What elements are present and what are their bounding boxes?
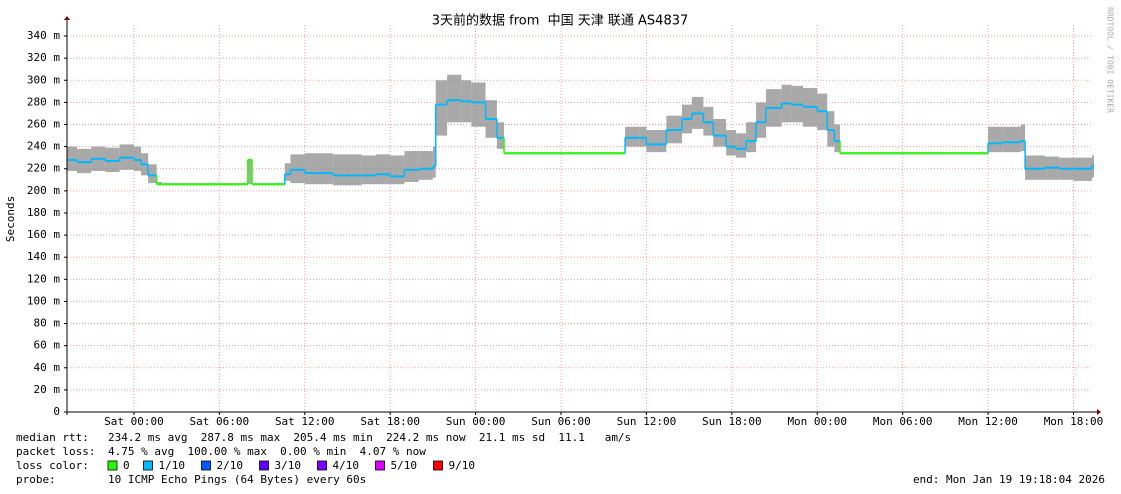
smoke — [1002, 126, 1021, 153]
smoke — [988, 126, 1003, 153]
stat-label: packet loss: — [16, 445, 95, 458]
smoke — [703, 106, 714, 136]
y-tick-label: 60 m — [34, 339, 61, 352]
y-tick-label: 0 — [53, 405, 60, 418]
y-tick-label: 320 m — [27, 51, 60, 64]
y-tick-label: 100 m — [27, 294, 60, 307]
smoke — [432, 146, 436, 178]
legend-label: 1/10 — [159, 459, 186, 472]
legend-swatch — [107, 460, 118, 471]
smoke — [67, 146, 77, 171]
legend-label: 9/10 — [449, 459, 476, 472]
smoke — [713, 118, 727, 147]
chart-title: 3天前的数据 from 中国 天津 联通 AS4837 — [432, 13, 689, 29]
legend-label: 4/10 — [333, 459, 360, 472]
y-tick-label: 80 m — [34, 317, 61, 330]
x-tick-label: Sat 12:00 — [275, 415, 335, 428]
smoke — [247, 158, 253, 185]
smoke — [639, 126, 647, 147]
x-tick-label: Sun 06:00 — [531, 415, 591, 428]
legend-swatch — [375, 460, 385, 471]
y-tick-label: 300 m — [27, 73, 60, 86]
y-tick-label: 140 m — [27, 250, 60, 263]
smoke — [746, 122, 757, 153]
smoke — [105, 147, 120, 173]
smoke — [496, 122, 505, 149]
smoke — [827, 111, 835, 147]
y-tick-label: 240 m — [27, 140, 60, 153]
x-tick-label: Sun 12:00 — [617, 415, 677, 428]
smoke — [375, 154, 391, 185]
y-tick-label: 200 m — [27, 184, 60, 197]
smoke — [625, 126, 640, 147]
y-tick-label: 340 m — [27, 29, 60, 42]
y-tick-label: 260 m — [27, 118, 60, 131]
legend-label: 3/10 — [275, 459, 302, 472]
smoke — [834, 124, 841, 153]
smoke — [447, 74, 462, 123]
stat-text: 4.75 % avg 100.00 % max 0.00 % min 4.07 … — [108, 445, 426, 458]
smoke — [756, 102, 766, 138]
legend-label: 5/10 — [391, 459, 418, 472]
smoke — [390, 155, 405, 185]
axis-arrow — [64, 16, 70, 20]
smoke — [304, 153, 334, 185]
smoke — [1020, 124, 1026, 152]
smoke — [404, 151, 419, 183]
y-tick-label: 180 m — [27, 206, 60, 219]
x-tick-label: Sat 06:00 — [190, 415, 250, 428]
smoke — [1092, 155, 1094, 178]
y-tick-label: 120 m — [27, 272, 60, 285]
stat-label: median rtt: — [16, 431, 89, 444]
smoke — [726, 130, 737, 156]
legend-swatch — [433, 460, 443, 471]
y-tick-label: 20 m — [34, 383, 61, 396]
axis-arrow — [1097, 409, 1101, 415]
watermark: RRDTOOL / TOBI OETIKER — [1106, 7, 1115, 113]
smoke — [76, 148, 92, 174]
y-axis-label: Seconds — [4, 196, 17, 242]
x-tick-label: Sun 18:00 — [702, 415, 762, 428]
smoke — [361, 155, 376, 185]
y-tick-label: 280 m — [27, 95, 60, 108]
probe-text: 10 ICMP Echo Pings (64 Bytes) every 60s — [108, 473, 366, 486]
legend-swatch — [259, 460, 269, 471]
x-tick-label: Mon 18:00 — [1044, 415, 1104, 428]
smoke — [148, 164, 157, 184]
smoke — [333, 154, 362, 186]
legend-label: 2/10 — [217, 459, 244, 472]
smoke — [1025, 155, 1046, 180]
smoke — [471, 82, 486, 127]
legend-swatch — [143, 460, 153, 471]
x-tick-label: Mon 00:00 — [787, 415, 847, 428]
smoke — [418, 151, 433, 180]
smoke — [290, 154, 305, 184]
x-tick-label: Sun 00:00 — [446, 415, 506, 428]
y-tick-label: 160 m — [27, 228, 60, 241]
smoke — [646, 130, 667, 153]
stat-text: 234.2 ms avg 287.8 ms max 205.4 ms min 2… — [108, 431, 631, 444]
smoke — [133, 146, 142, 171]
smoke — [284, 163, 291, 181]
loss-label: loss color: — [16, 459, 89, 472]
legend-swatch — [317, 460, 327, 471]
x-tick-label: Sat 00:00 — [104, 415, 164, 428]
smoke — [435, 80, 448, 136]
x-tick-label: Mon 06:00 — [873, 415, 933, 428]
x-tick-label: Sat 18:00 — [360, 415, 420, 428]
smoke — [736, 133, 747, 158]
x-tick-label: Mon 12:00 — [958, 415, 1018, 428]
y-tick-label: 220 m — [27, 162, 60, 175]
legend-swatch — [201, 460, 211, 471]
probe-label: probe: — [16, 473, 56, 486]
end-time: end: Mon Jan 19 19:18:04 2026 — [913, 473, 1105, 486]
y-tick-label: 40 m — [34, 361, 61, 374]
legend-label: 0 — [123, 459, 130, 472]
